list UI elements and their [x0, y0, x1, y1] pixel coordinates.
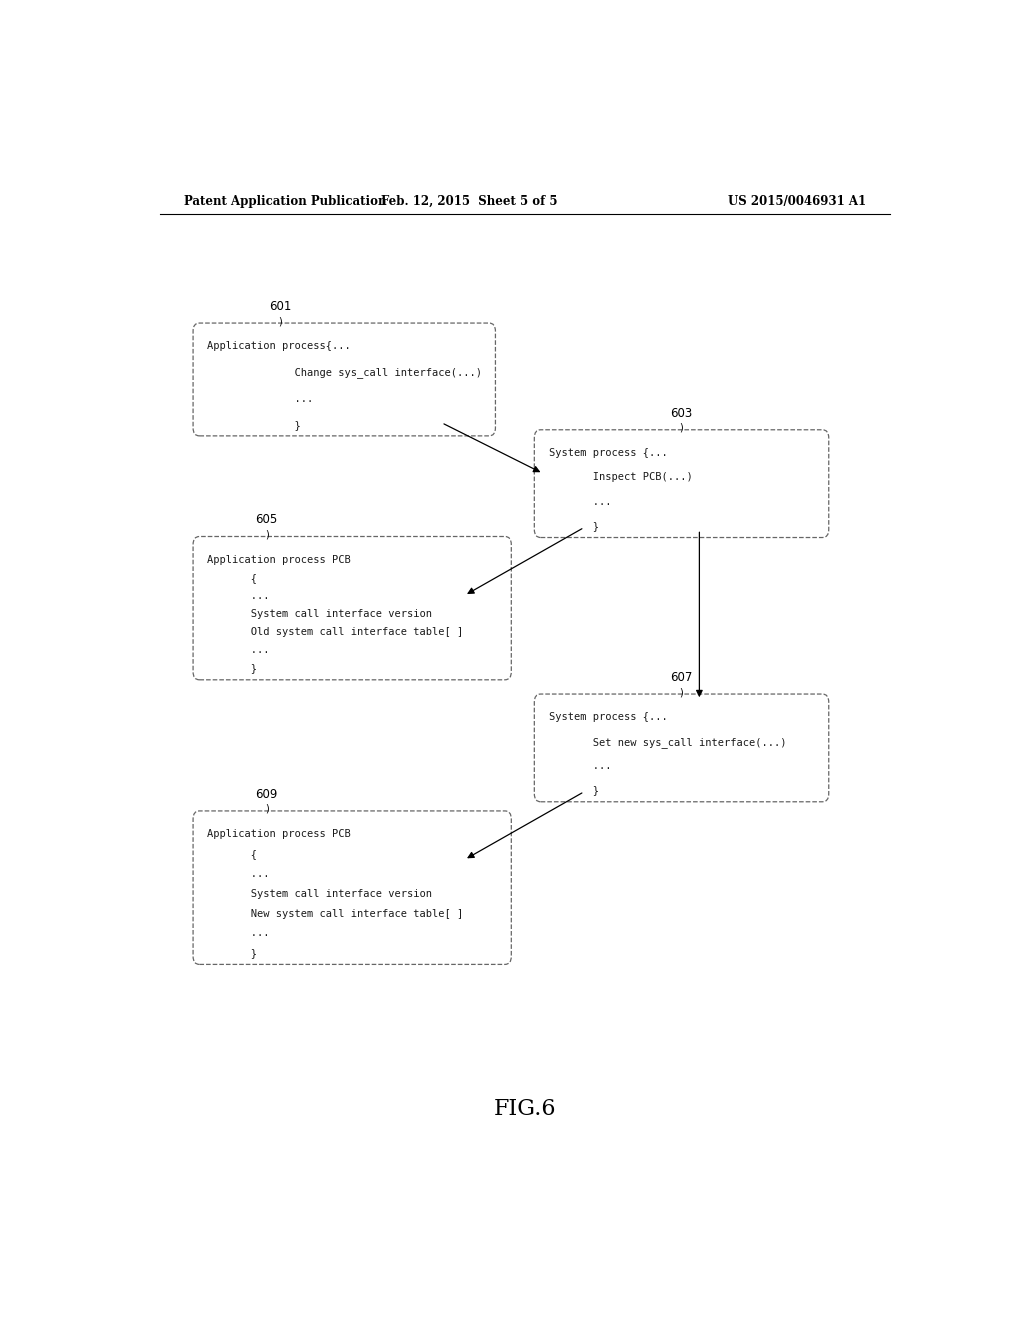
- Text: Patent Application Publication: Patent Application Publication: [183, 194, 386, 207]
- FancyBboxPatch shape: [194, 536, 511, 680]
- Text: 609: 609: [255, 788, 278, 801]
- Text: ...: ...: [549, 762, 611, 771]
- Text: }: }: [207, 948, 257, 958]
- Text: ...: ...: [207, 393, 313, 404]
- Text: System call interface version: System call interface version: [207, 609, 432, 619]
- Text: }: }: [549, 785, 599, 796]
- Text: New system call interface table[ ]: New system call interface table[ ]: [207, 908, 464, 919]
- Text: ...: ...: [549, 496, 611, 507]
- Text: ...: ...: [207, 928, 270, 939]
- Text: ): ): [680, 688, 683, 697]
- Text: Old system call interface table[ ]: Old system call interface table[ ]: [207, 627, 464, 638]
- Text: ): ): [680, 422, 683, 433]
- Text: US 2015/0046931 A1: US 2015/0046931 A1: [728, 194, 866, 207]
- Text: }: }: [207, 664, 257, 673]
- Text: System process {...: System process {...: [549, 447, 668, 458]
- FancyBboxPatch shape: [535, 694, 828, 801]
- FancyBboxPatch shape: [194, 810, 511, 965]
- Text: Inspect PCB(...): Inspect PCB(...): [549, 473, 692, 483]
- Text: 607: 607: [671, 671, 692, 684]
- Text: System call interface version: System call interface version: [207, 888, 432, 899]
- Text: }: }: [207, 420, 301, 429]
- Text: Application process PCB: Application process PCB: [207, 829, 351, 840]
- Text: System process {...: System process {...: [549, 713, 668, 722]
- Text: ...: ...: [207, 869, 270, 879]
- Text: ): ): [279, 315, 283, 326]
- Text: Set new sys_call interface(...): Set new sys_call interface(...): [549, 737, 786, 747]
- Text: 601: 601: [269, 300, 292, 313]
- FancyBboxPatch shape: [535, 430, 828, 537]
- Text: Application process PCB: Application process PCB: [207, 554, 351, 565]
- Text: Feb. 12, 2015  Sheet 5 of 5: Feb. 12, 2015 Sheet 5 of 5: [381, 194, 557, 207]
- Text: ): ): [265, 804, 268, 814]
- Text: FIG.6: FIG.6: [494, 1098, 556, 1119]
- Text: 605: 605: [256, 513, 278, 527]
- Text: ...: ...: [207, 591, 270, 601]
- Text: 603: 603: [671, 407, 692, 420]
- FancyBboxPatch shape: [194, 323, 496, 436]
- Text: {: {: [207, 573, 257, 583]
- Text: Application process{...: Application process{...: [207, 342, 351, 351]
- Text: }: }: [549, 521, 599, 531]
- Text: {: {: [207, 849, 257, 859]
- Text: ...: ...: [207, 645, 270, 656]
- Text: Change sys_call interface(...): Change sys_call interface(...): [207, 367, 482, 379]
- Text: ): ): [265, 529, 268, 540]
